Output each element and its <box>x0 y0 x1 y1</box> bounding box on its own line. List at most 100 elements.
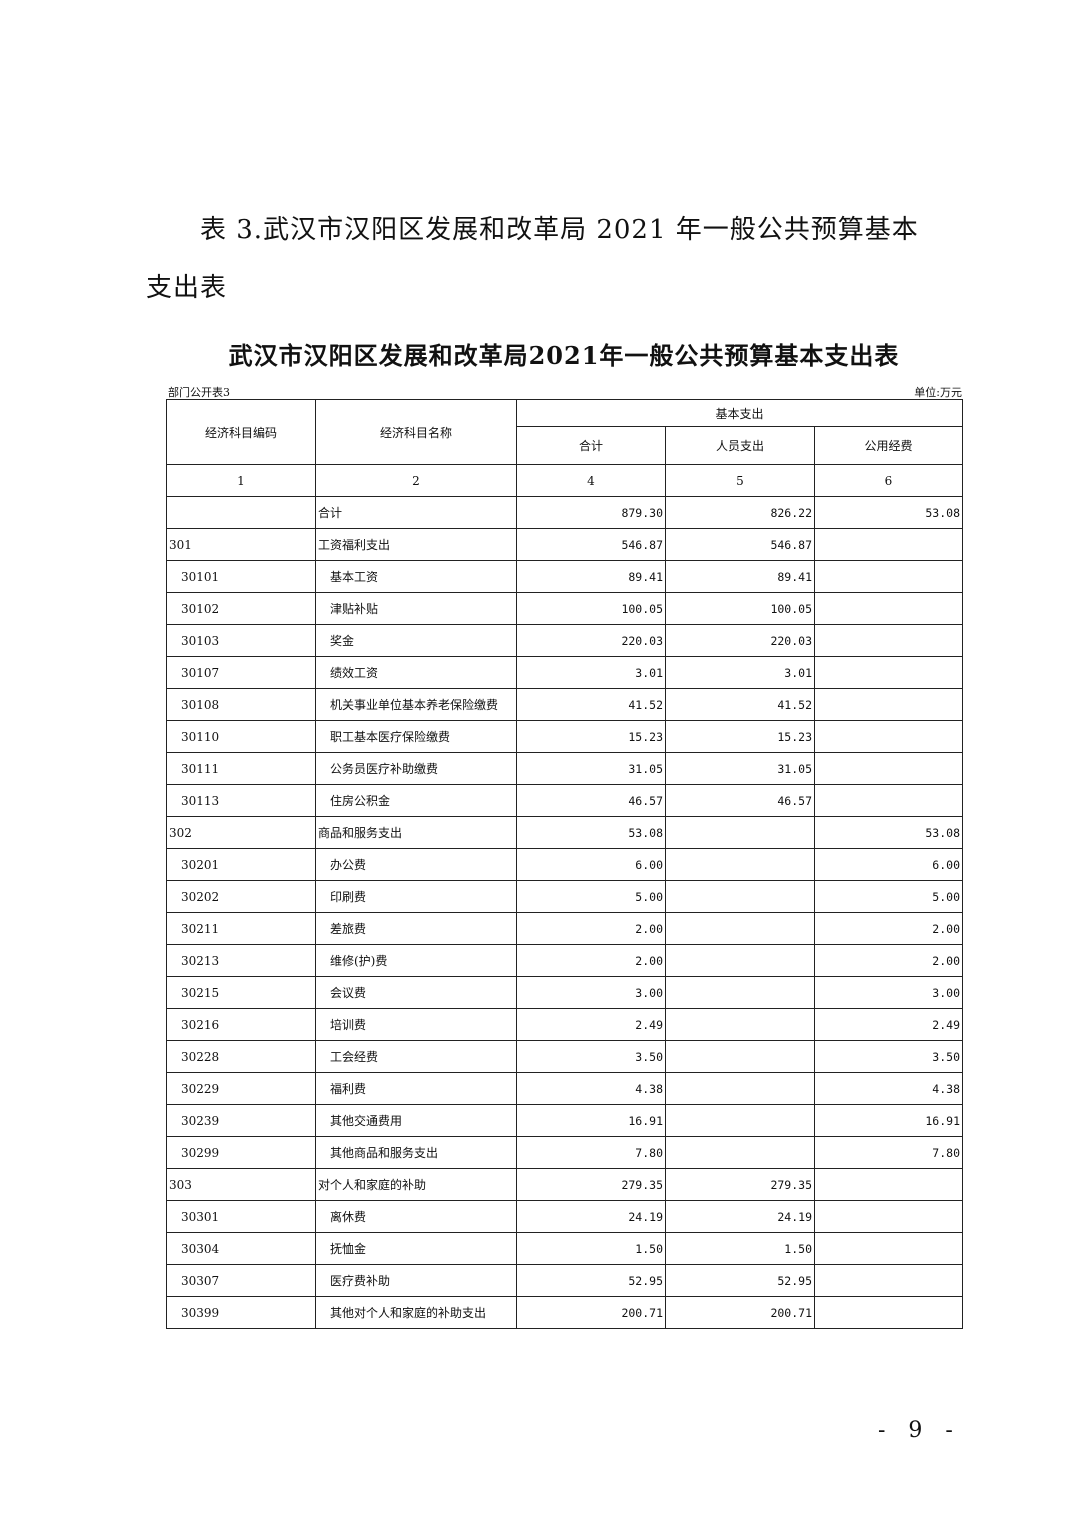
row-public: 6.00 <box>814 848 963 881</box>
table-row: 30113 住房公积金 46.57 46.57 <box>166 784 963 817</box>
row-personnel <box>665 912 815 945</box>
unit-label: 单位:万元 <box>914 386 962 399</box>
row-personnel <box>665 944 815 977</box>
table-row: 303 对个人和家庭的补助 279.35 279.35 <box>166 1168 963 1201</box>
row-code: 30399 <box>166 1296 316 1329</box>
row-code: 30103 <box>166 624 316 657</box>
row-personnel: 1.50 <box>665 1232 815 1265</box>
row-total: 6.00 <box>516 848 666 881</box>
row-public: 4.38 <box>814 1072 963 1105</box>
row-total: 16.91 <box>516 1104 666 1137</box>
row-personnel: 826.22 <box>665 496 815 529</box>
row-code <box>166 496 316 529</box>
row-code: 30201 <box>166 848 316 881</box>
table-row: 30101 基本工资 89.41 89.41 <box>166 560 963 593</box>
table-row: 30201 办公费 6.00 6.00 <box>166 848 963 881</box>
row-name: 公务员医疗补助缴费 <box>315 752 517 785</box>
table-row: 30216 培训费 2.49 2.49 <box>166 1008 963 1041</box>
table-row: 合计 879.30 826.22 53.08 <box>166 496 963 529</box>
budget-table: 经济科目编码 经济科目名称 基本支出 合计 人员支出 公用经费 1 2 4 5 … <box>166 398 963 1329</box>
table-label: 部门公开表3 <box>168 386 230 399</box>
row-code: 30113 <box>166 784 316 817</box>
row-total: 3.00 <box>516 976 666 1009</box>
row-personnel <box>665 816 815 849</box>
table-row: 30307 医疗费补助 52.95 52.95 <box>166 1264 963 1297</box>
table-row: 30299 其他商品和服务支出 7.80 7.80 <box>166 1136 963 1169</box>
table-row: 30301 离休费 24.19 24.19 <box>166 1200 963 1233</box>
row-public <box>814 1200 963 1233</box>
row-public <box>814 656 963 689</box>
row-personnel <box>665 1008 815 1041</box>
row-code: 303 <box>166 1168 316 1201</box>
row-personnel: 31.05 <box>665 752 815 785</box>
section-heading: 表 3.武汉市汉阳区发展和改革局 2021 年一般公共预算基本 <box>200 215 919 245</box>
row-personnel: 220.03 <box>665 624 815 657</box>
table-row: 30399 其他对个人和家庭的补助支出 200.71 200.71 <box>166 1296 963 1329</box>
row-total: 89.41 <box>516 560 666 593</box>
table-row: 30229 福利费 4.38 4.38 <box>166 1072 963 1105</box>
row-total: 24.19 <box>516 1200 666 1233</box>
row-total: 2.00 <box>516 944 666 977</box>
row-code: 30228 <box>166 1040 316 1073</box>
row-name: 商品和服务支出 <box>315 816 517 849</box>
header-public: 公用经费 <box>814 426 963 465</box>
row-public: 53.08 <box>814 496 963 529</box>
header-code: 经济科目编码 <box>166 399 316 465</box>
row-personnel <box>665 1104 815 1137</box>
row-name: 工资福利支出 <box>315 528 517 561</box>
row-personnel: 89.41 <box>665 560 815 593</box>
row-name: 印刷费 <box>315 880 517 913</box>
row-name: 培训费 <box>315 1008 517 1041</box>
row-total: 3.50 <box>516 1040 666 1073</box>
row-public <box>814 1232 963 1265</box>
row-public <box>814 688 963 721</box>
row-personnel: 46.57 <box>665 784 815 817</box>
row-personnel: 15.23 <box>665 720 815 753</box>
row-name: 其他交通费用 <box>315 1104 517 1137</box>
table-row: 30304 抚恤金 1.50 1.50 <box>166 1232 963 1265</box>
row-public: 3.50 <box>814 1040 963 1073</box>
header-personnel: 人员支出 <box>665 426 815 465</box>
row-total: 15.23 <box>516 720 666 753</box>
table-row: 30103 奖金 220.03 220.03 <box>166 624 963 657</box>
row-total: 546.87 <box>516 528 666 561</box>
header-name: 经济科目名称 <box>315 399 517 465</box>
row-name: 合计 <box>315 496 517 529</box>
row-name: 会议费 <box>315 976 517 1009</box>
row-code: 30107 <box>166 656 316 689</box>
row-total: 46.57 <box>516 784 666 817</box>
table-row: 30107 绩效工资 3.01 3.01 <box>166 656 963 689</box>
row-name: 津贴补贴 <box>315 592 517 625</box>
table-row: 30213 维修(护)费 2.00 2.00 <box>166 944 963 977</box>
header-group: 基本支出 <box>516 398 963 428</box>
row-personnel <box>665 848 815 881</box>
row-public <box>814 1296 963 1329</box>
row-name: 医疗费补助 <box>315 1264 517 1297</box>
row-public: 2.00 <box>814 944 963 977</box>
row-code: 30299 <box>166 1136 316 1169</box>
row-public <box>814 784 963 817</box>
row-personnel: 200.71 <box>665 1296 815 1329</box>
row-name: 抚恤金 <box>315 1232 517 1265</box>
row-personnel <box>665 1072 815 1105</box>
row-name: 对个人和家庭的补助 <box>315 1168 517 1201</box>
table-row: 30110 职工基本医疗保险缴费 15.23 15.23 <box>166 720 963 753</box>
row-personnel: 24.19 <box>665 1200 815 1233</box>
row-code: 30216 <box>166 1008 316 1041</box>
row-personnel: 52.95 <box>665 1264 815 1297</box>
header-subrow: 合计 人员支出 公用经费 <box>167 426 963 465</box>
row-name: 其他商品和服务支出 <box>315 1136 517 1169</box>
header-row: 经济科目编码 经济科目名称 基本支出 <box>166 398 963 465</box>
row-name: 奖金 <box>315 624 517 657</box>
table-row: 30239 其他交通费用 16.91 16.91 <box>166 1104 963 1137</box>
row-public <box>814 752 963 785</box>
table-row: 30111 公务员医疗补助缴费 31.05 31.05 <box>166 752 963 785</box>
row-total: 41.52 <box>516 688 666 721</box>
row-total: 100.05 <box>516 592 666 625</box>
table-row: 302 商品和服务支出 53.08 53.08 <box>166 816 963 849</box>
row-public <box>814 1168 963 1201</box>
table-title: 武汉市汉阳区发展和改革局2021年一般公共预算基本支出表 <box>228 341 900 370</box>
header-total: 合计 <box>516 426 666 465</box>
row-public: 2.49 <box>814 1008 963 1041</box>
